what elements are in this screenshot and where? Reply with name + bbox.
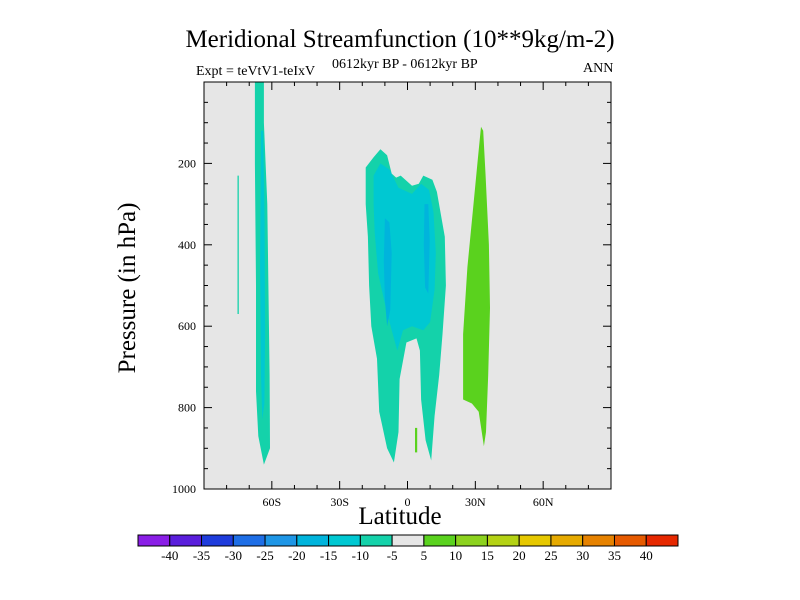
colorbar-label: 30	[576, 548, 589, 563]
colorbar-label: -40	[161, 548, 178, 563]
x-axis-label: Latitude	[358, 503, 442, 530]
colorbar-label: 10	[449, 548, 462, 563]
y-tick-label: 600	[178, 319, 196, 333]
y-tick-label: 400	[178, 238, 196, 252]
contour-region-tongue-plus-5-30n	[463, 126, 490, 447]
colorbar-box	[201, 534, 234, 547]
colorbar-box	[169, 534, 203, 547]
colorbar-box	[296, 534, 330, 547]
colorbar-box	[550, 534, 584, 547]
colorbar-box	[359, 534, 393, 547]
y-tick-label: 1000	[172, 482, 196, 496]
colorbar-box	[328, 534, 361, 547]
colorbar-label: -30	[225, 548, 242, 563]
colorbar-label: 40	[640, 548, 653, 563]
colorbar-box	[486, 534, 520, 547]
colorbar-label: -5	[387, 548, 398, 563]
colorbar-label: 35	[608, 548, 621, 563]
contour-region-speck-plus-5-equator	[415, 427, 418, 453]
contour-region-sliver-minus-5-75s	[237, 175, 239, 314]
colorbar-box	[423, 534, 457, 547]
colorbar-box	[455, 534, 488, 547]
time-range-label: 0612kyr BP - 0612kyr BP	[332, 57, 478, 72]
x-tick-label: 0	[405, 495, 411, 509]
colorbar-box	[613, 534, 647, 547]
colorbar-box	[137, 534, 171, 547]
colorbar-label: -15	[320, 548, 337, 563]
colorbar-label: -35	[193, 548, 210, 563]
colorbar-label: 15	[481, 548, 494, 563]
colorbar-label: -25	[256, 548, 273, 563]
x-tick-label: 30N	[465, 495, 486, 509]
contour-region-cell-minus-15-east	[423, 204, 430, 294]
x-tick-label: 60S	[262, 495, 281, 509]
experiment-label: Expt = teVtV1-teIxV	[196, 64, 316, 79]
colorbar-box	[645, 534, 679, 547]
chart-title: Meridional Streamfunction (10**9kg/m-2)	[185, 26, 615, 53]
colorbar-box	[518, 534, 552, 547]
colorbar-label: 5	[421, 548, 428, 563]
x-tick-label: 60N	[533, 495, 554, 509]
season-label: ANN	[583, 61, 614, 76]
contour-region-cell-minus-15-west	[383, 218, 392, 327]
y-tick-label: 800	[178, 401, 196, 415]
y-tick-label: 200	[178, 156, 196, 170]
colorbar-box	[264, 534, 298, 547]
colorbar-label: 25	[544, 548, 557, 563]
contour-region-tongue-minus-10-60s	[260, 130, 266, 420]
colorbar-box	[582, 534, 615, 547]
colorbar-label: -10	[352, 548, 369, 563]
colorbar-label: -20	[288, 548, 305, 563]
colorbar-box	[391, 534, 425, 547]
x-tick-label: 30S	[330, 495, 349, 509]
colorbar-label: 20	[513, 548, 526, 563]
colorbar-box	[232, 534, 266, 547]
